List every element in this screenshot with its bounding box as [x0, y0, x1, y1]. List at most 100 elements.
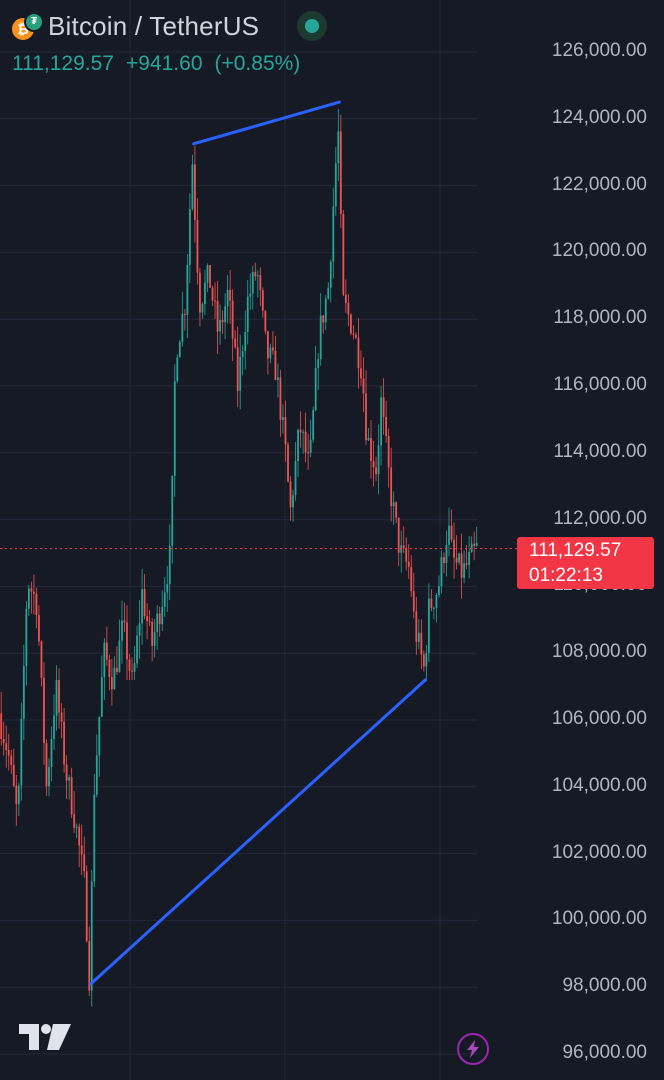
candle-body [438, 586, 440, 596]
candle-body [171, 475, 174, 546]
candle-body [407, 561, 410, 567]
candle-body [15, 785, 18, 805]
candle-body [216, 301, 219, 332]
candle-body [110, 677, 113, 690]
candle-body [226, 289, 229, 307]
candle-body [118, 640, 121, 672]
lightning-bolt-icon[interactable] [457, 1033, 489, 1065]
candle-body [355, 334, 357, 338]
candle-body [136, 635, 138, 664]
candle-body [20, 718, 23, 786]
candle-body [445, 544, 448, 563]
candle-body [390, 467, 393, 507]
candle-body [40, 641, 43, 678]
candle-body [0, 713, 3, 739]
price-axis-label: 102,000.00 [551, 841, 647, 863]
price-axis-label: 108,000.00 [551, 641, 647, 663]
candle-body [468, 552, 471, 565]
symbol-header: ₿ ₮ Bitcoin / TetherUS 111,129.57 +941.6… [12, 8, 328, 76]
candle-body [55, 680, 58, 716]
candle-body [221, 319, 224, 323]
candle-body [93, 794, 96, 882]
candle-body [277, 377, 279, 380]
candle-body [12, 764, 15, 786]
candle-body [30, 588, 33, 592]
candle-body [367, 437, 370, 441]
candle-body [357, 337, 360, 369]
candle-body [113, 667, 116, 690]
candle-body [254, 271, 257, 277]
candle-body [427, 598, 430, 653]
candle-body [199, 272, 201, 313]
candle-body [161, 606, 164, 625]
candle-body [249, 293, 252, 297]
pair-icon: ₿ ₮ [12, 12, 44, 40]
price-axis-label: 112,000.00 [553, 507, 647, 529]
price-axis-label: 116,000.00 [553, 374, 647, 395]
candle-body [22, 665, 25, 719]
candle-body [259, 275, 262, 291]
candle-countdown: 01:22:13 [529, 565, 603, 586]
candle-body [17, 785, 20, 805]
candle-body [377, 445, 380, 475]
candle-body [334, 163, 337, 207]
candle-body [60, 712, 63, 722]
market-open-dot-icon [297, 11, 328, 41]
candle-body [375, 467, 377, 475]
candle-body [158, 613, 161, 625]
candle-body [352, 333, 355, 335]
price-axis-label: 120,000.00 [551, 240, 647, 262]
candlestick-series [0, 108, 478, 1007]
candle-body [284, 417, 287, 445]
candle-body [234, 338, 237, 348]
tether-icon: ₮ [24, 12, 44, 32]
candle-body [204, 282, 206, 304]
candle-body [156, 613, 159, 633]
candle-body [181, 313, 184, 342]
candle-body [53, 715, 55, 740]
candle-body [90, 881, 93, 991]
candle-body [387, 436, 390, 468]
candle-body [465, 563, 468, 565]
last-price: 111,129.57 [12, 52, 114, 75]
candle-body [63, 721, 65, 765]
candle-body [392, 502, 395, 507]
candle-body [168, 545, 171, 585]
candle-body [116, 667, 118, 672]
candle-body [246, 296, 249, 332]
candle-body [65, 764, 68, 781]
candle-body [440, 557, 443, 587]
candle-body [292, 495, 294, 508]
candle-body [95, 755, 98, 795]
candle-body [256, 275, 259, 277]
candle-body [209, 265, 211, 288]
candle-body [78, 826, 81, 846]
candle-body [183, 313, 186, 315]
candle-body [2, 738, 5, 744]
candle-body [241, 350, 244, 357]
candle-body [186, 264, 189, 315]
candle-body [420, 632, 423, 655]
price-axis-label: 114,000.00 [553, 440, 647, 462]
candle-body [138, 623, 141, 636]
candle-body [83, 854, 86, 872]
candle-body [342, 214, 345, 295]
candle-body [412, 591, 415, 612]
pair-title[interactable]: Bitcoin / TetherUS [48, 10, 260, 41]
candle-body [35, 593, 38, 616]
trendline-upper [192, 100, 341, 146]
candle-body [433, 607, 435, 609]
candle-body [27, 588, 30, 609]
candle-body [274, 350, 277, 380]
candle-body [302, 431, 304, 433]
candle-body [304, 431, 307, 453]
candle-body [176, 357, 179, 382]
candle-body [382, 397, 385, 417]
candle-body [70, 777, 73, 815]
candle-body [98, 716, 101, 756]
candle-body [231, 300, 234, 339]
tradingview-logo-icon[interactable] [17, 1020, 73, 1061]
candle-body [85, 871, 88, 942]
candle-body [10, 755, 13, 765]
